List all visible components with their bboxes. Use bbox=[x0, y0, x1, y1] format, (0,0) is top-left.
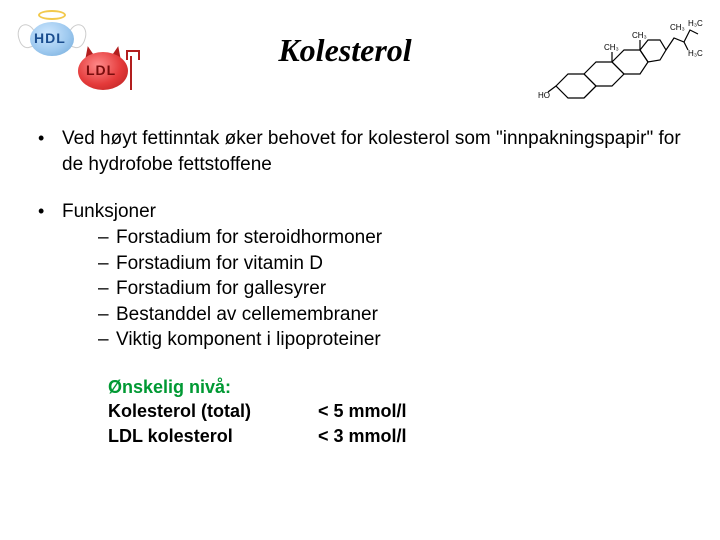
list-item: –Viktig komponent i lipoproteiner bbox=[98, 327, 692, 353]
cholesterol-structure-icon: HO CH₃ CH₃ CH₃ H₃C H₃C bbox=[538, 8, 708, 108]
mol-label-h3c: H₃C bbox=[688, 49, 703, 58]
list-item: –Bestanddel av cellemembraner bbox=[98, 302, 692, 328]
mol-label-ch3: CH₃ bbox=[632, 31, 647, 40]
bullet-heading: Funksjoner bbox=[62, 199, 692, 225]
levels-label: LDL kolesterol bbox=[108, 424, 318, 448]
hdl-label: HDL bbox=[34, 30, 66, 46]
bullet-icon: • bbox=[38, 126, 62, 177]
list-item-text: Forstadium for gallesyrer bbox=[116, 276, 326, 302]
mol-label-h3c: H₃C bbox=[688, 19, 703, 28]
bullet-icon: • bbox=[38, 199, 62, 353]
list-item-text: Forstadium for steroidhormoner bbox=[116, 225, 382, 251]
mol-label-ho: HO bbox=[538, 91, 550, 100]
levels-value: < 3 mmol/l bbox=[318, 424, 407, 448]
hdl-ldl-cartoon: HDL LDL bbox=[12, 8, 152, 98]
list-item: –Forstadium for steroidhormoner bbox=[98, 225, 692, 251]
bullet-text: Ved høyt fettinntak øker behovet for kol… bbox=[62, 126, 692, 177]
list-item-text: Forstadium for vitamin D bbox=[116, 251, 323, 277]
recommended-levels: Ønskelig nivå: Kolesterol (total) < 5 mm… bbox=[38, 375, 692, 448]
list-item-text: Bestanddel av cellemembraner bbox=[116, 302, 378, 328]
mol-label-ch3: CH₃ bbox=[670, 23, 685, 32]
bullet-item: • Funksjoner –Forstadium for steroidhorm… bbox=[38, 199, 692, 353]
list-item-text: Viktig komponent i lipoproteiner bbox=[116, 327, 381, 353]
mol-label-ch3: CH₃ bbox=[604, 43, 619, 52]
list-item: –Forstadium for vitamin D bbox=[98, 251, 692, 277]
list-item: –Forstadium for gallesyrer bbox=[98, 276, 692, 302]
ldl-label: LDL bbox=[86, 62, 116, 78]
bullet-item: • Ved høyt fettinntak øker behovet for k… bbox=[38, 126, 692, 177]
levels-value: < 5 mmol/l bbox=[318, 399, 407, 423]
levels-label: Kolesterol (total) bbox=[108, 399, 318, 423]
levels-heading: Ønskelig nivå: bbox=[108, 375, 692, 399]
ldl-devil-icon: LDL bbox=[68, 42, 146, 98]
page-title: Kolesterol bbox=[152, 32, 538, 69]
